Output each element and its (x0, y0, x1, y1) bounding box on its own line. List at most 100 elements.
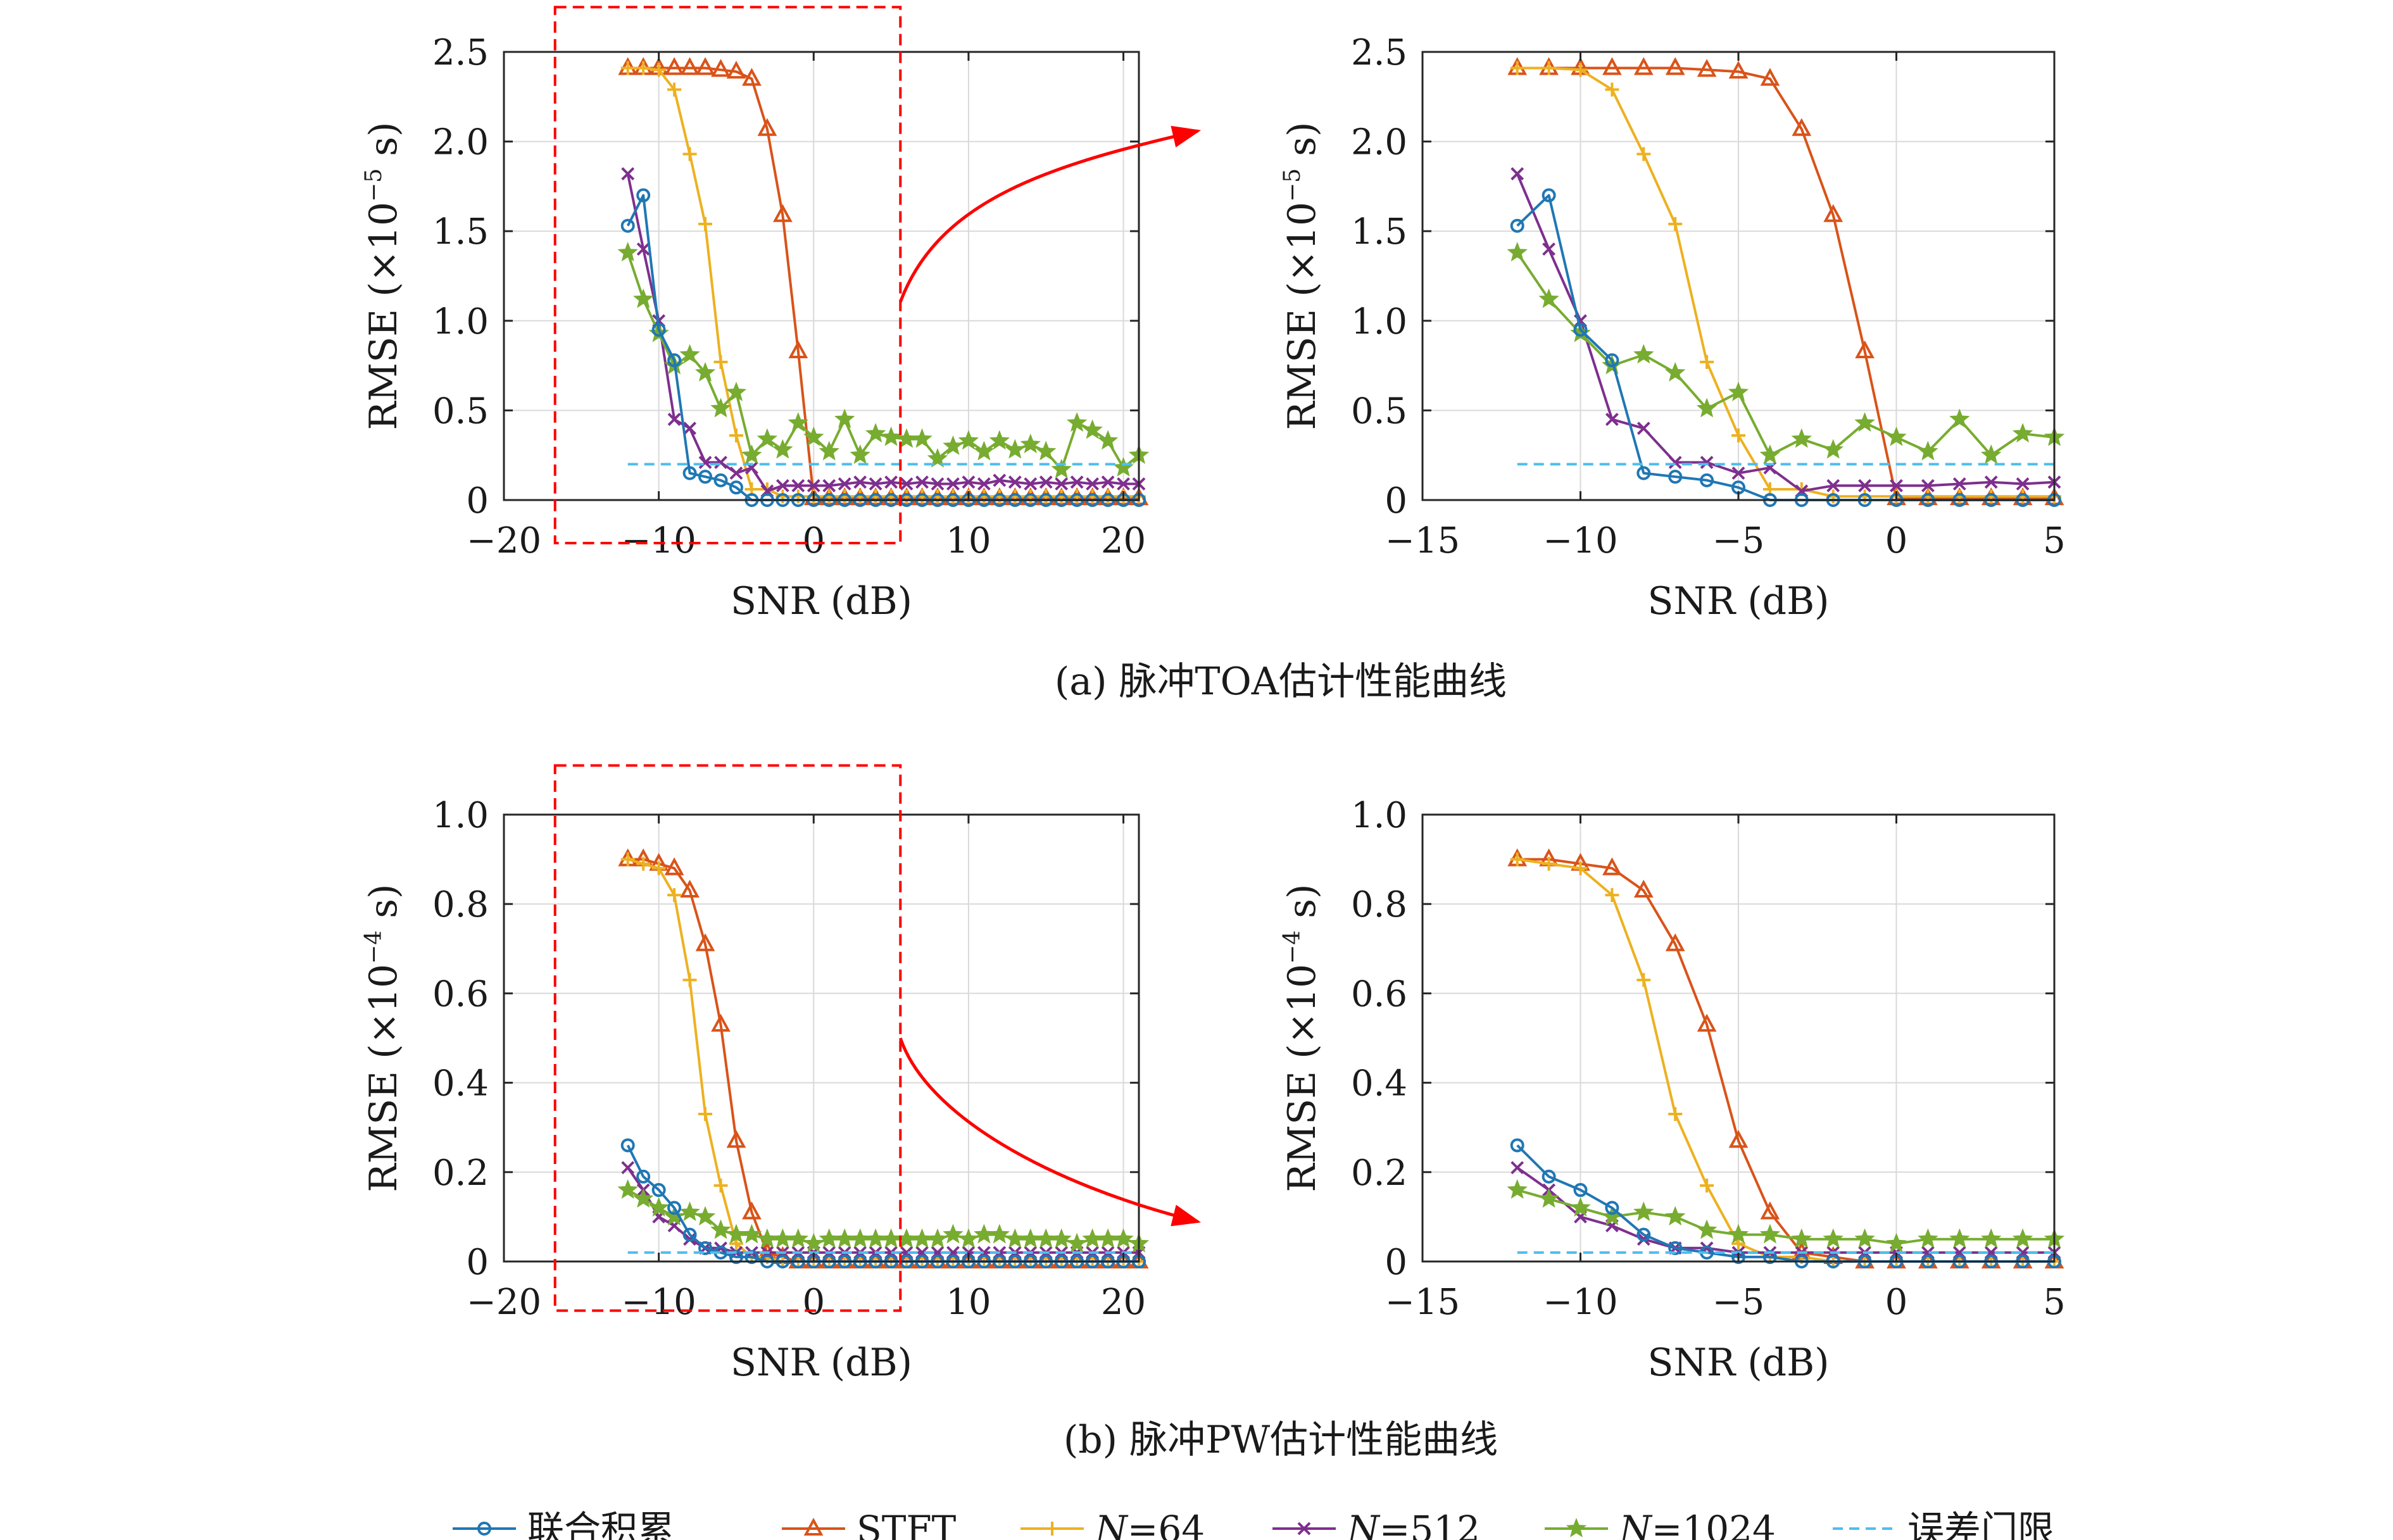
data-point-joint (1636, 1227, 1651, 1242)
x-tick-label: −10 (1543, 1282, 1617, 1323)
x-tick-label: −15 (1385, 520, 1460, 561)
legend-item-threshold: 误差门限 (1833, 1508, 2054, 1540)
data-point-n1024 (927, 448, 948, 468)
y-tick-label: 2.0 (1351, 122, 1407, 163)
data-point-n1024 (710, 1219, 731, 1239)
data-point-n512 (915, 475, 929, 489)
y-tick-label: 0.4 (432, 1063, 489, 1105)
y-tick-label: 1.0 (1351, 301, 1407, 342)
series-line-n512 (626, 173, 1139, 492)
y-tick-label: 0.5 (1351, 391, 1407, 432)
x-tick-label: −5 (1712, 1282, 1765, 1323)
y-tick-label: 0.5 (432, 391, 489, 432)
data-point-n1024 (1633, 344, 1654, 364)
data-point-stft (1602, 857, 1622, 875)
data-point-n1024 (1980, 1228, 2002, 1248)
data-point-n1024 (632, 1188, 654, 1208)
data-point-joint (651, 1183, 666, 1198)
data-point-n1024 (1005, 439, 1026, 459)
caption-a: (a) 脉冲TOA估计性能曲线 (1055, 660, 1507, 704)
data-point-n1024 (648, 1197, 669, 1217)
data-point-n512 (2016, 477, 2030, 491)
data-point-joint (1700, 473, 1714, 487)
data-point-n64 (651, 63, 666, 77)
data-point-stft (1823, 204, 1843, 222)
data-point-n1024 (1097, 430, 1119, 450)
data-point-joint (698, 470, 713, 484)
markers-n512 (1511, 167, 2061, 498)
data-point-n64 (1510, 852, 1524, 867)
y-tick-label: 0.6 (432, 973, 489, 1015)
data-point-n1024 (1949, 1228, 1970, 1248)
data-point-joint (1510, 218, 1524, 233)
data-point-n64 (620, 61, 635, 75)
y-tick-label: 2.0 (432, 122, 489, 163)
data-point-n1024 (1082, 419, 1103, 439)
data-point-n1024 (1759, 1224, 1781, 1244)
data-point-n1024 (989, 430, 1010, 450)
data-point-n1024 (1759, 444, 1781, 464)
data-point-joint (1668, 470, 1683, 484)
data-point-n64 (698, 1107, 713, 1122)
data-point-joint (1542, 188, 1556, 203)
series-line-n1024 (627, 1189, 1140, 1245)
y-tick-label: 0.4 (1351, 1063, 1407, 1105)
markers-n512 (621, 167, 1146, 498)
data-point-joint (1605, 1201, 1619, 1215)
data-point-n512 (1858, 479, 1872, 492)
data-point-n1024 (757, 428, 778, 448)
data-point-n512 (1668, 456, 1682, 469)
x-tick-label: −10 (622, 1282, 696, 1323)
data-point-n1024 (850, 444, 870, 464)
data-point-n1024 (663, 1206, 685, 1226)
data-point-n1024 (1823, 1228, 1843, 1248)
data-point-n1024 (1507, 242, 1528, 261)
data-point-stft (726, 1130, 746, 1148)
x-tick-label: −20 (467, 520, 541, 561)
data-point-joint (729, 480, 743, 495)
data-point-stft (1760, 1201, 1780, 1220)
data-point-n1024 (1696, 1219, 1718, 1239)
data-point-n512 (1542, 242, 1556, 256)
data-point-n1024 (725, 382, 747, 401)
data-point-n1024 (1949, 408, 1970, 429)
y-tick-label: 0.2 (1351, 1153, 1407, 1194)
data-point-n1024 (1538, 1188, 1559, 1208)
data-point-stft (772, 204, 793, 222)
x-tick-label: 0 (1885, 520, 1908, 561)
data-point-n64 (1668, 216, 1683, 231)
data-point-n1024 (788, 1228, 809, 1248)
y-tick-label: 1.0 (432, 795, 489, 836)
chart-toa_full: −20 −10 0 10 20 0 0.5 1.0 1.5 2.0 2.5 SNR (dB) RMSE … (361, 6, 1150, 623)
data-point-n512 (1605, 413, 1619, 426)
data-point-n64 (1700, 354, 1714, 369)
data-point-n512 (962, 475, 976, 489)
data-point-n512 (683, 422, 696, 435)
data-point-stft (1602, 57, 1622, 75)
markers-n1024 (1507, 1179, 2065, 1253)
data-point-n64 (1668, 1107, 1683, 1122)
data-point-n1024 (819, 441, 839, 461)
data-point-n64 (1605, 888, 1619, 903)
data-point-n1024 (1728, 382, 1749, 401)
data-point-n512 (1101, 475, 1115, 489)
data-point-n512 (1700, 456, 1714, 469)
x-axis-label: SNR (dB) (731, 1341, 912, 1385)
data-point-n1024 (741, 444, 762, 464)
data-point-n1024 (881, 426, 901, 446)
data-point-n1024 (741, 1224, 762, 1244)
markers-n1024 (617, 242, 1150, 479)
legend: 联合积累 STFT N=64 N=512 N=1024 误差门限 (453, 1508, 2054, 1540)
data-point-n512 (714, 456, 727, 469)
data-point-n512 (1731, 466, 1745, 480)
data-point-n1024 (803, 1232, 824, 1253)
data-point-stft (695, 933, 715, 951)
y-axis-label: RMSE (×10−4 s) (1279, 884, 1324, 1193)
legend-label: N=1024 (1618, 1508, 1776, 1540)
legend-label: STFT (857, 1508, 957, 1540)
data-point-n1024 (974, 441, 995, 461)
data-point-n1024 (1066, 412, 1088, 432)
data-point-n1024 (1113, 1228, 1134, 1248)
data-point-n512 (621, 1161, 635, 1175)
data-point-n512 (621, 167, 635, 180)
